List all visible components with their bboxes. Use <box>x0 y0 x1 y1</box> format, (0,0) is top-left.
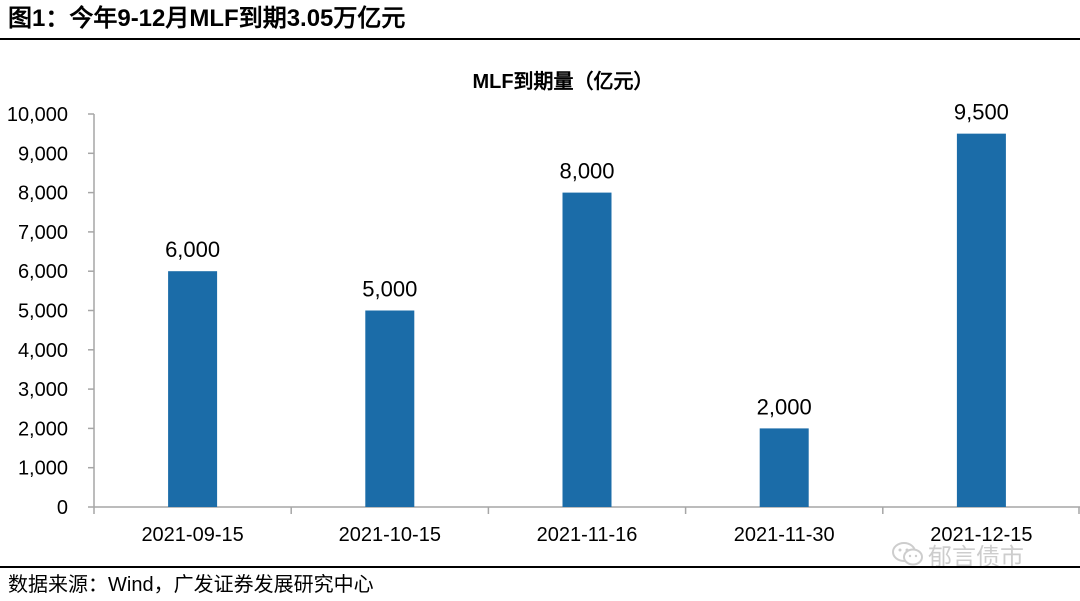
bar-chart: MLF到期量（亿元） 01,0002,0003,0004,0005,0006,0… <box>7 69 1080 546</box>
y-tick-label: 1,000 <box>18 458 68 480</box>
x-tick-label: 2021-12-15 <box>930 524 1032 546</box>
y-tick-label: 6,000 <box>18 261 68 283</box>
chart-title: MLF到期量（亿元） <box>472 69 653 93</box>
bar <box>759 428 809 507</box>
bar-value-label: 8,000 <box>559 159 614 184</box>
bar-value-label: 2,000 <box>757 394 812 419</box>
bar-value-label: 6,000 <box>165 237 220 262</box>
bar-data-labels: 6,000 5,000 8,000 2,000 9,500 <box>165 100 1009 420</box>
y-tick-label: 10,000 <box>7 104 68 126</box>
bar <box>562 192 612 507</box>
y-tick-label: 2,000 <box>18 418 68 440</box>
source-divider <box>0 566 1080 568</box>
y-tick-label: 9,000 <box>18 143 68 165</box>
bar <box>365 310 415 507</box>
y-tick-label: 7,000 <box>18 222 68 244</box>
x-tick-label: 2021-11-30 <box>734 524 835 546</box>
title-divider <box>0 38 1080 40</box>
x-tick-label: 2021-09-15 <box>141 524 243 546</box>
bar-series <box>168 133 1006 507</box>
bar-value-label: 9,500 <box>954 100 1009 125</box>
y-tick-label: 3,000 <box>18 379 68 401</box>
bar <box>956 133 1006 507</box>
y-tick-label: 8,000 <box>18 183 68 205</box>
x-tick-label: 2021-11-16 <box>537 524 638 546</box>
y-tick-label: 5,000 <box>18 301 68 323</box>
x-tick-label: 2021-10-15 <box>339 524 441 546</box>
figure-title: 图1：今年9-12月MLF到期3.05万亿元 <box>8 5 406 32</box>
bar-value-label: 5,000 <box>362 277 417 302</box>
chat-bubble-icon <box>892 542 923 566</box>
bar <box>168 271 218 507</box>
y-tick-label: 4,000 <box>18 340 68 362</box>
watermark: 郁言债市 <box>892 534 1024 574</box>
source-note: 数据来源：Wind，广发证券发展研究中心 <box>8 574 374 596</box>
y-axis: 0 1,000 2,000 3,000 4,000 5,000 6,000 7,000 8,00… <box>7 104 95 519</box>
y-tick-label: 0 <box>57 497 68 519</box>
